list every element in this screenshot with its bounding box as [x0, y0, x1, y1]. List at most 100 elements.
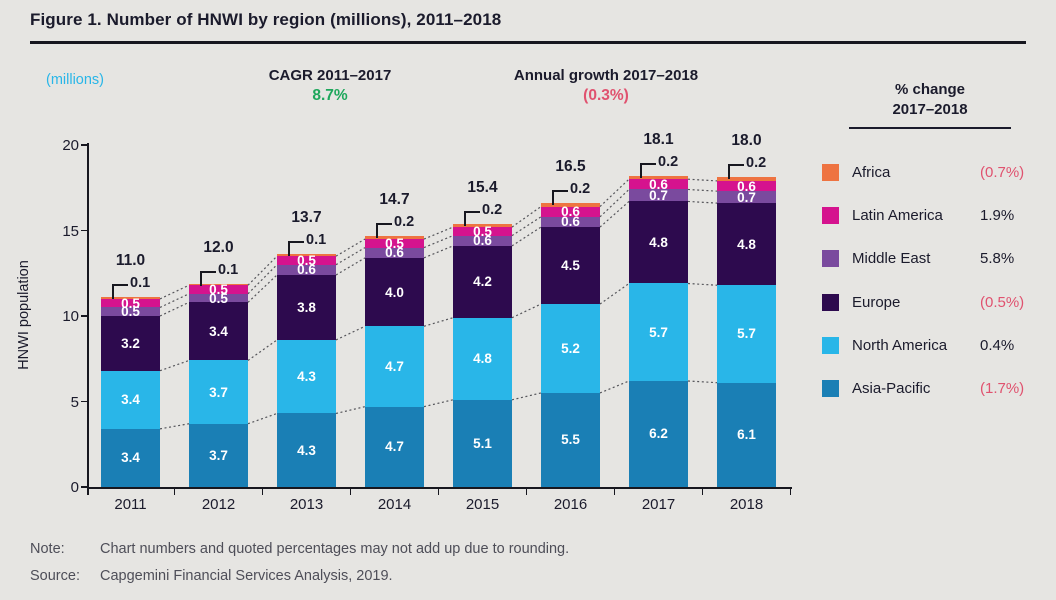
segment-value-label: 4.3 [297, 442, 316, 458]
bar-segment-africa [717, 177, 776, 181]
x-axis-category-label: 2015 [465, 496, 500, 513]
segment-value-label: 0.5 [385, 235, 404, 251]
segment-value-label: 0.6 [385, 245, 404, 261]
segment-value-label: 3.7 [209, 447, 228, 463]
bar-total-label: 11.0 [115, 252, 146, 270]
bar-segment-asia-pacific: 5.1 [453, 399, 512, 487]
segment-value-label: 0.5 [297, 252, 316, 268]
bar-segment-europe: 3.4 [189, 302, 248, 361]
bar-segment-asia-pacific: 4.7 [365, 406, 424, 487]
bar-segment-europe: 4.5 [541, 227, 600, 304]
title-divider [30, 41, 1026, 44]
bar-total-label: 13.7 [291, 209, 322, 227]
legend-label: Europe [852, 293, 901, 311]
bar-segment-middle-east: 0.6 [541, 214, 600, 230]
legend-swatch [822, 250, 839, 268]
x-axis-tick [437, 489, 440, 495]
x-axis-tick [525, 489, 528, 495]
bar-segment-middle-east: 0.7 [717, 190, 776, 204]
note-text: Chart numbers and quoted percentages may… [100, 541, 570, 557]
legend-label: Latin America [852, 206, 943, 224]
bar-total-label: 18.1 [643, 130, 674, 148]
bar-segment-north-america: 5.7 [717, 285, 776, 383]
cagr-annotation: CAGR 2011–2017 8.7% [220, 67, 440, 105]
segment-value-label: 4.8 [649, 234, 668, 250]
note-label: Note: [30, 541, 65, 557]
annual-growth-value: (0.3%) [583, 87, 629, 104]
bar-segment-middle-east: 0.5 [101, 304, 160, 320]
legend-change-value: 5.8% [980, 250, 1015, 268]
bar-segment-asia-pacific: 6.2 [629, 380, 688, 487]
segment-value-label: 0.6 [473, 233, 492, 249]
x-axis-tick [87, 489, 89, 495]
y-tick-label: 20 [62, 137, 79, 154]
legend-swatch [822, 206, 839, 224]
y-axis-tick [81, 400, 87, 403]
bar-segment-north-america: 4.3 [277, 339, 336, 414]
bar-segment-africa [541, 203, 600, 207]
callout-value-label: 0.1 [306, 232, 327, 249]
segment-value-label: 3.2 [121, 335, 140, 351]
bar-segment-africa [101, 297, 160, 299]
bar-segment-north-america: 3.4 [101, 370, 160, 429]
legend-label: Middle East [852, 250, 931, 268]
source-row: Source: Capgemini Financial Services Ana… [30, 568, 393, 584]
legend-item-europe: Europe (0.5%) [818, 280, 1042, 323]
bar-segment-africa [453, 223, 512, 228]
segment-value-label: 4.8 [737, 236, 756, 252]
segment-value-label: 3.8 [297, 299, 316, 315]
x-axis-tick [613, 489, 616, 495]
legend-swatch [822, 336, 839, 354]
segment-value-label: 0.5 [121, 304, 140, 320]
bar-segment-north-america: 5.2 [541, 303, 600, 393]
x-axis-category-label: 2016 [553, 496, 588, 513]
bar-segment-africa [189, 283, 248, 286]
bar-segment-africa [277, 254, 336, 257]
segment-value-label: 0.6 [561, 214, 580, 230]
bar-segment-latin-america: 0.6 [541, 204, 600, 220]
y-axis-tick [81, 229, 87, 232]
bar-group-2015: 0.5 0.6 4.2 4.8 5.1 [453, 223, 512, 487]
callout-value-label: 0.1 [130, 275, 151, 292]
bar-group-2017: 0.6 0.7 4.8 5.7 6.2 [629, 175, 688, 487]
segment-value-label: 3.4 [121, 450, 140, 466]
bar-segment-asia-pacific: 6.1 [717, 382, 776, 487]
legend-change-value: 0.4% [980, 336, 1015, 354]
legend-change-value: (0.7%) [980, 163, 1025, 181]
callout-value-label: 0.2 [394, 213, 415, 230]
bar-segment-europe: 4.2 [453, 245, 512, 318]
segment-value-label: 0.6 [297, 262, 316, 278]
segment-value-label: 0.6 [561, 204, 580, 220]
x-axis-tick [701, 489, 704, 495]
segment-value-label: 0.5 [209, 290, 228, 306]
source-text: Capgemini Financial Services Analysis, 2… [100, 568, 393, 584]
x-axis-category-label: 2017 [641, 496, 676, 513]
bar-segment-middle-east: 0.6 [453, 233, 512, 249]
bar-segment-latin-america: 0.5 [189, 281, 248, 297]
bar-total-label: 14.7 [379, 190, 410, 208]
bar-segment-latin-america: 0.5 [101, 296, 160, 310]
segment-value-label: 5.1 [473, 435, 492, 451]
x-axis-category-label: 2018 [729, 496, 764, 513]
callout-bracket [640, 162, 656, 178]
legend-title-line2: 2017–2018 [892, 101, 968, 118]
bar-segment-europe: 3.8 [277, 274, 336, 340]
annual-growth-annotation: Annual growth 2017–2018 (0.3%) [478, 67, 734, 105]
bar-segment-middle-east: 0.7 [629, 189, 688, 202]
legend-item-middle-east: Middle East 5.8% [818, 237, 1042, 280]
bar-segment-asia-pacific: 3.4 [101, 428, 160, 487]
segment-value-label: 5.2 [561, 340, 580, 356]
bar-segment-north-america: 5.7 [629, 283, 688, 381]
segment-value-label: 4.7 [385, 439, 404, 455]
bar-segment-europe: 4.8 [629, 201, 688, 284]
bar-segment-north-america: 4.7 [365, 326, 424, 407]
legend-item-latin-america: Latin America 1.9% [818, 194, 1042, 237]
segment-value-label: 0.6 [649, 176, 668, 192]
legend-divider [849, 127, 1011, 129]
bar-group-2012: 0.5 0.5 3.4 3.7 3.7 [189, 281, 248, 487]
legend-change-value: 1.9% [980, 206, 1015, 224]
legend-items: Africa (0.7%) Latin America 1.9% Middle East… [818, 151, 1042, 411]
legend-change-value: (0.5%) [980, 293, 1025, 311]
segment-value-label: 0.5 [209, 281, 228, 297]
y-tick-label: 5 [70, 393, 79, 411]
